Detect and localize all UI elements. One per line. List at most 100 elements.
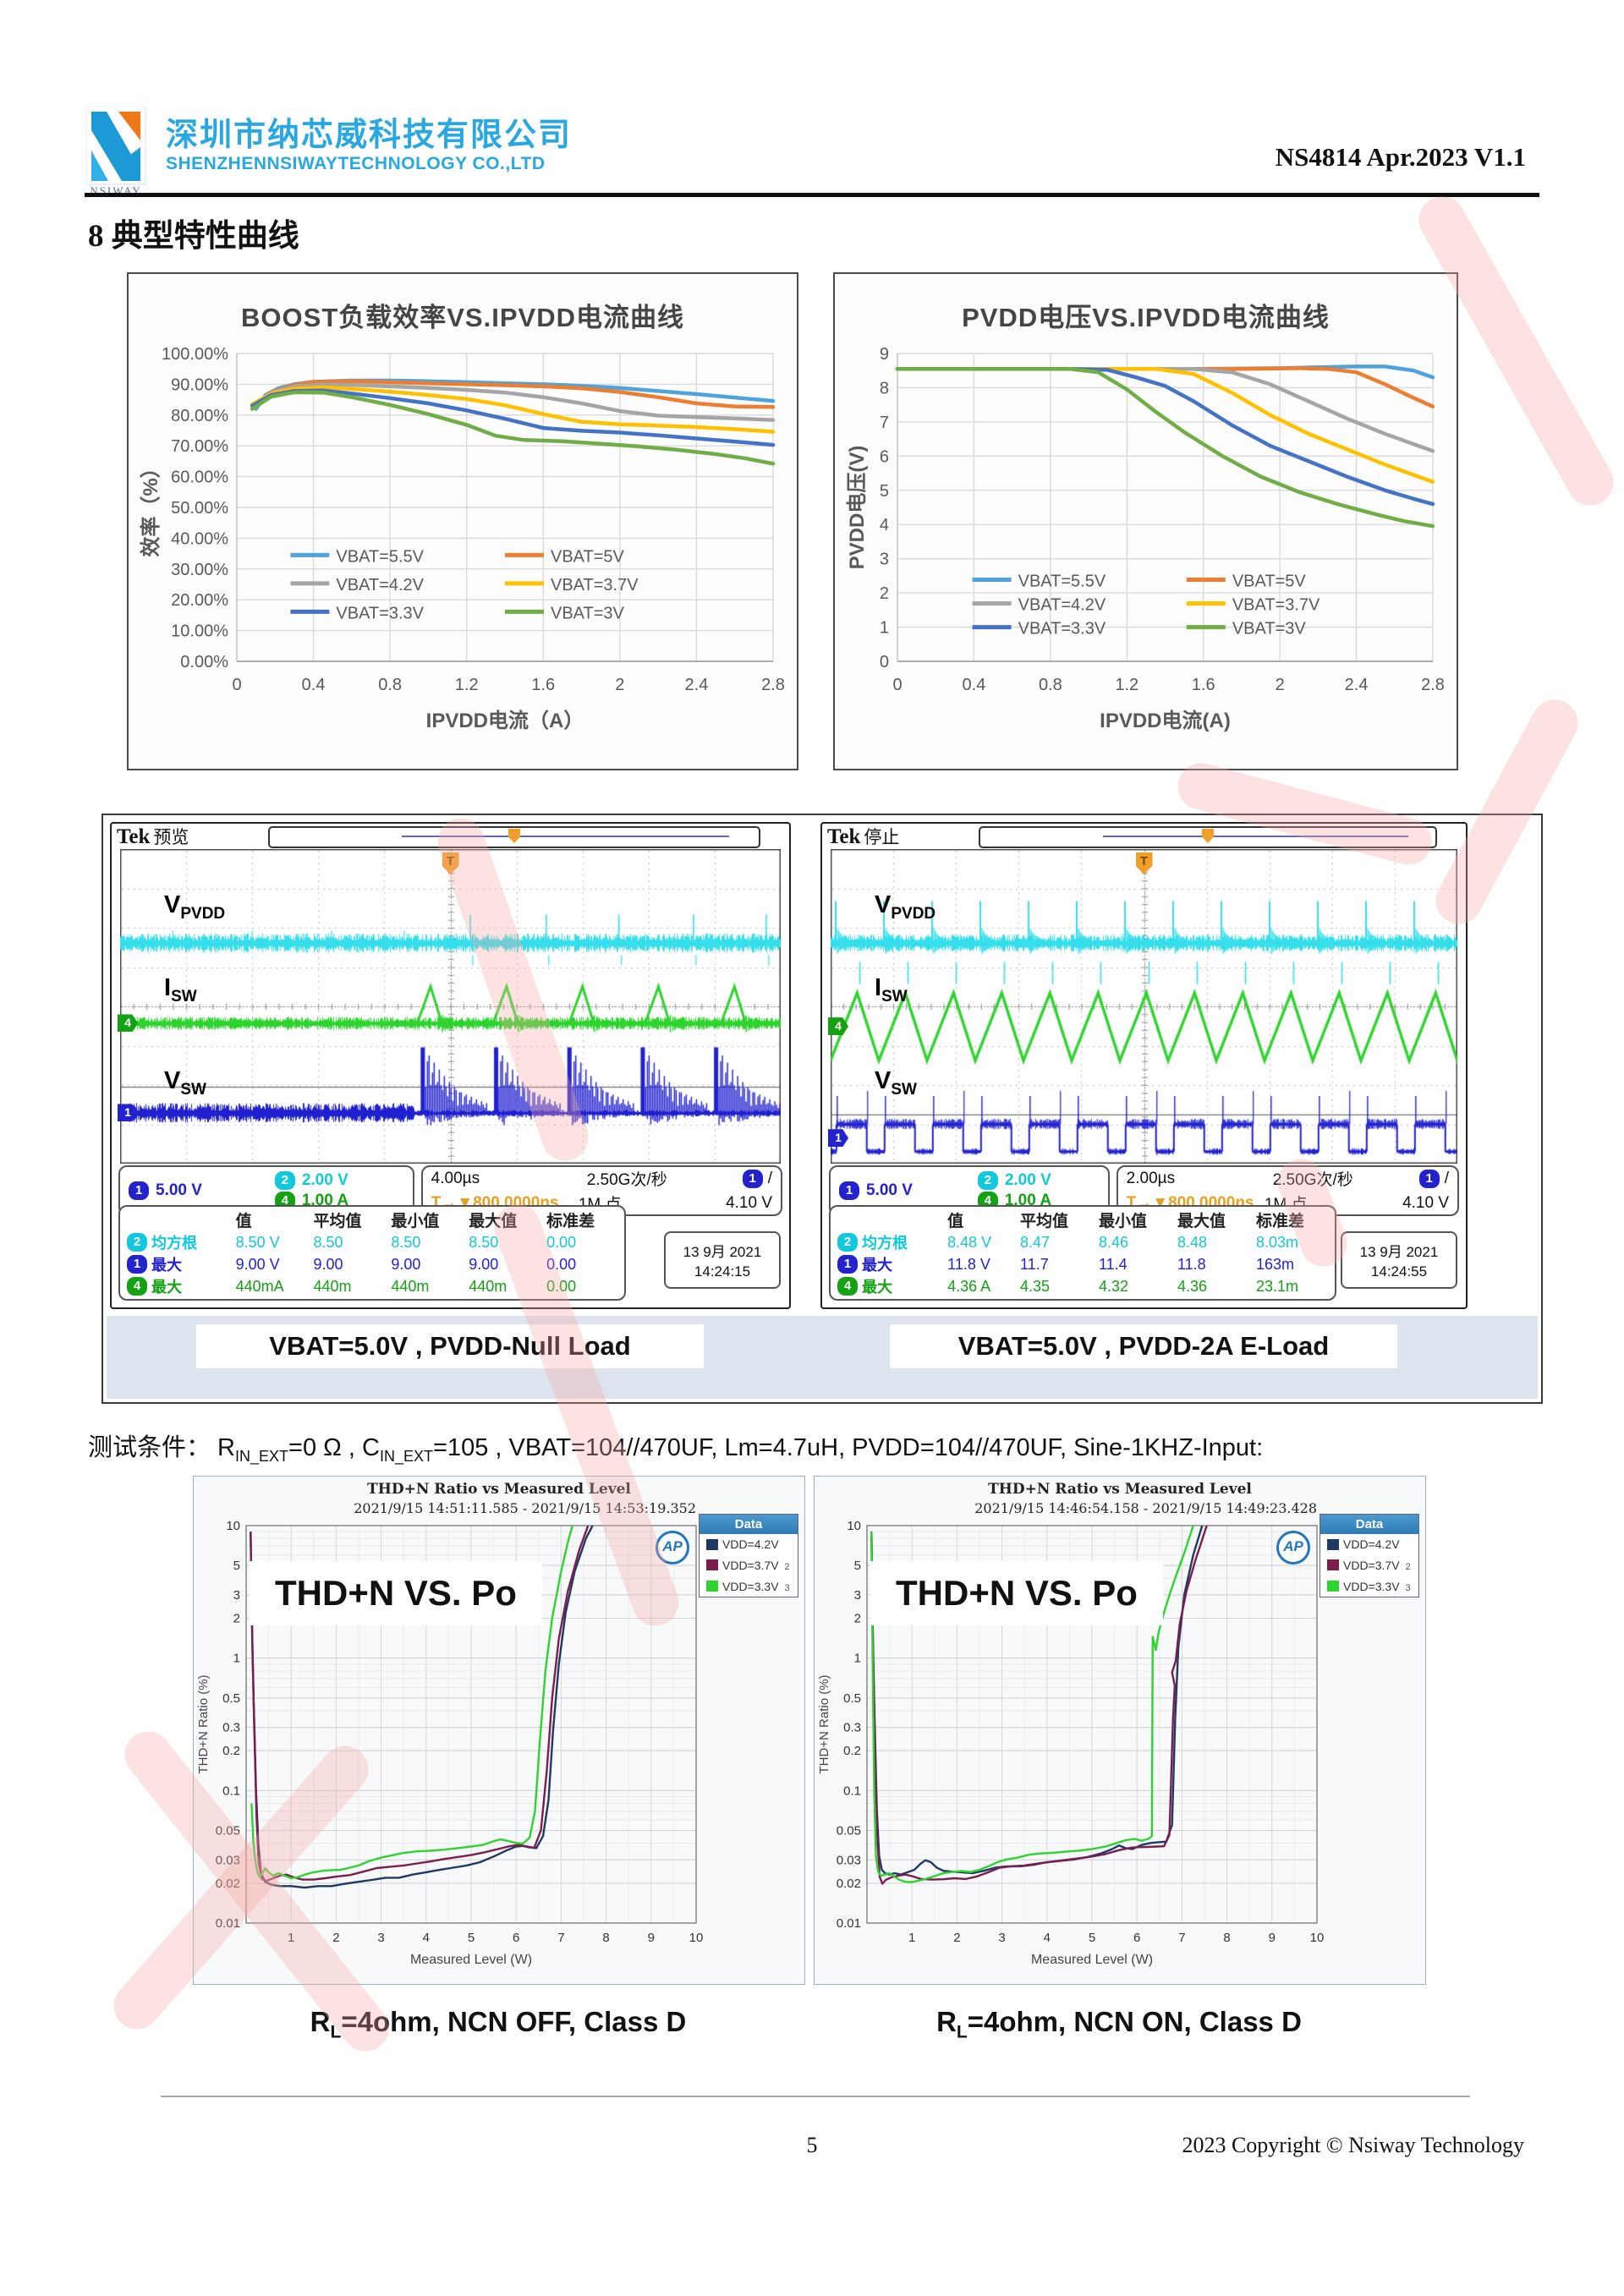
svg-text:0.03: 0.03 bbox=[837, 1853, 861, 1867]
legend-trace-number: 2 bbox=[784, 1562, 790, 1572]
svg-text:5: 5 bbox=[233, 1559, 240, 1573]
svg-text:40.00%: 40.00% bbox=[171, 529, 228, 548]
measurement-header: 最大值 bbox=[1177, 1213, 1226, 1230]
measurement-value: 8.50 bbox=[313, 1233, 343, 1251]
trace-label-isw: ISW bbox=[875, 974, 908, 1006]
thd-chart-ncn-on-box: THD+N Ratio vs Measured Level 2021/9/15 … bbox=[814, 1476, 1426, 1985]
svg-text:VBAT=4.2V: VBAT=4.2V bbox=[336, 576, 424, 595]
measurement-header: 值 bbox=[235, 1213, 252, 1230]
channel-scale-value: 5.00 V bbox=[156, 1181, 202, 1199]
svg-text:10: 10 bbox=[1310, 1931, 1325, 1945]
svg-text:VBAT=3.7V: VBAT=3.7V bbox=[551, 576, 639, 595]
svg-text:5: 5 bbox=[854, 1559, 861, 1573]
measurement-value: 9.00 bbox=[391, 1255, 421, 1273]
svg-text:VBAT=3V: VBAT=3V bbox=[1232, 620, 1307, 638]
svg-text:6: 6 bbox=[513, 1931, 519, 1945]
measurement-row: 2 均方根 8.48 V 8.47 8.46 8.48 8.03m bbox=[834, 1231, 1331, 1253]
measurement-value: 440m bbox=[313, 1277, 352, 1295]
svg-text:3: 3 bbox=[377, 1931, 384, 1945]
svg-text:7: 7 bbox=[880, 414, 889, 432]
trigger-position-marker bbox=[508, 829, 520, 843]
svg-text:1.2: 1.2 bbox=[1115, 676, 1138, 694]
legend-swatch bbox=[706, 1559, 718, 1570]
svg-text:VBAT=5V: VBAT=5V bbox=[1232, 573, 1307, 591]
svg-text:0: 0 bbox=[892, 676, 902, 694]
legend-trace-number: 3 bbox=[784, 1583, 790, 1593]
trigger-level-readout: 4.10 V bbox=[1402, 1193, 1449, 1212]
svg-text:7: 7 bbox=[1178, 1931, 1185, 1945]
thd-chart-ncn-off-box: THD+N Ratio vs Measured Level 2021/9/15 … bbox=[193, 1476, 805, 1985]
svg-text:20.00%: 20.00% bbox=[171, 591, 228, 610]
svg-text:1: 1 bbox=[908, 1931, 915, 1945]
svg-text:2.4: 2.4 bbox=[1345, 676, 1369, 694]
company-name-en: SHENZHENNSIWAYTECHNOLOGY CO.,LTD bbox=[166, 154, 546, 173]
channel-scale-readout: 1 5.00 V bbox=[839, 1181, 969, 1200]
svg-text:5: 5 bbox=[880, 482, 889, 501]
scope-topbar: Tek 预览 bbox=[112, 824, 789, 849]
svg-text:2.8: 2.8 bbox=[1421, 676, 1445, 694]
svg-text:3: 3 bbox=[233, 1588, 240, 1603]
record-view-line bbox=[1103, 836, 1408, 837]
svg-text:0.4: 0.4 bbox=[963, 676, 986, 694]
measurement-name: 最大 bbox=[151, 1257, 182, 1274]
channel-4-marker: 4 bbox=[118, 1014, 138, 1033]
measurement-value: 23.1m bbox=[1255, 1277, 1298, 1295]
channel-badge: 1 bbox=[839, 1181, 859, 1200]
svg-text:2: 2 bbox=[1276, 676, 1285, 694]
svg-text:50.00%: 50.00% bbox=[171, 499, 228, 518]
audio-precision-logo: AP bbox=[656, 1531, 689, 1564]
svg-text:VBAT=5.5V: VBAT=5.5V bbox=[336, 547, 424, 566]
svg-text:0.03: 0.03 bbox=[216, 1853, 240, 1867]
text-segment: =4ohm, NCN OFF, Class D bbox=[341, 2006, 687, 2037]
channel-badge: 1 bbox=[127, 1255, 147, 1274]
channel-badge: 1 bbox=[837, 1255, 858, 1274]
scope-caption-left: VBAT=5.0V , PVDD-Null Load bbox=[196, 1324, 704, 1368]
svg-text:0.02: 0.02 bbox=[837, 1877, 861, 1891]
legend-swatch bbox=[1327, 1581, 1339, 1592]
measurement-row: 2 均方根 8.50 V 8.50 8.50 8.50 0.00 bbox=[123, 1231, 621, 1253]
svg-text:1: 1 bbox=[854, 1652, 861, 1666]
svg-text:3: 3 bbox=[998, 1931, 1005, 1945]
measurement-table: 值 平均值 最小值 最大值 标准差 2 均方根 8.48 V 8.47 8.46 8.48 8.03m… bbox=[829, 1205, 1336, 1301]
measurement-value: 8.47 bbox=[1020, 1233, 1051, 1251]
datetime-box: 13 9月 2021 14:24:55 bbox=[1341, 1231, 1457, 1289]
svg-text:100.00%: 100.00% bbox=[162, 345, 228, 364]
scope-mode-label: 停止 bbox=[864, 828, 900, 847]
svg-text:1: 1 bbox=[288, 1931, 294, 1945]
text-segment: L bbox=[330, 2022, 342, 2042]
measurement-row: 1 最大 11.8 V 11.7 11.4 11.8 163m bbox=[834, 1253, 1331, 1275]
pvdd-chart-box: PVDD电压VS.IPVDD电流曲线 0 0.4 0.8 1.2 1.6 2 2.4 2.8 0… bbox=[833, 272, 1458, 770]
trigger-source-badge: 1 bbox=[742, 1169, 763, 1188]
measurement-header: 最大值 bbox=[469, 1213, 518, 1230]
trace-label-vsw: VSW bbox=[164, 1067, 206, 1099]
measurement-value: 9.00 bbox=[469, 1255, 499, 1273]
measurement-value: 440m bbox=[469, 1277, 508, 1295]
scope-brand: Tek bbox=[117, 825, 151, 848]
svg-text:5: 5 bbox=[468, 1931, 475, 1945]
channel-scale-value: 1.00 A bbox=[1004, 1192, 1052, 1209]
measurement-value: 8.48 V bbox=[947, 1233, 992, 1251]
trigger-position-marker bbox=[1202, 829, 1214, 843]
svg-text:0.4: 0.4 bbox=[302, 676, 326, 694]
measurement-value: 8.50 bbox=[469, 1233, 499, 1251]
svg-text:0.5: 0.5 bbox=[222, 1691, 240, 1706]
channel-scale-readout: 2 2.00 V bbox=[274, 1171, 413, 1190]
datetime-line: 13 9月 2021 bbox=[683, 1244, 762, 1260]
svg-text:4: 4 bbox=[1044, 1931, 1051, 1945]
page-number: 5 bbox=[806, 2133, 818, 2157]
channel-4-marker: 4 bbox=[828, 1017, 848, 1036]
legend-swatch bbox=[706, 1538, 718, 1550]
svg-text:0.3: 0.3 bbox=[222, 1721, 240, 1735]
channel-scale-readout: 1 5.00 V bbox=[129, 1181, 266, 1200]
legend-label: VDD=3.3V bbox=[1343, 1579, 1400, 1593]
text-segment: =105 , VBAT=104//470UF, Lm=4.7uH, PVDD=1… bbox=[433, 1434, 1264, 1461]
legend-swatch bbox=[1327, 1538, 1339, 1550]
datetime-box: 13 9月 2021 14:24:15 bbox=[664, 1231, 781, 1289]
text-segment: R bbox=[936, 2006, 957, 2037]
text-segment: IN_EXT bbox=[379, 1447, 433, 1465]
legend-label: VDD=3.7V bbox=[1343, 1558, 1400, 1572]
oscilloscope-section: Tek 预览 VPVDD ISW VSW T 4 1 1 5.00 V 2 2.00 V… bbox=[102, 814, 1543, 1404]
svg-text:0: 0 bbox=[880, 653, 889, 671]
channel-scale-value: 5.00 V bbox=[866, 1181, 913, 1199]
svg-text:THD+N Ratio (%): THD+N Ratio (%) bbox=[196, 1674, 211, 1773]
